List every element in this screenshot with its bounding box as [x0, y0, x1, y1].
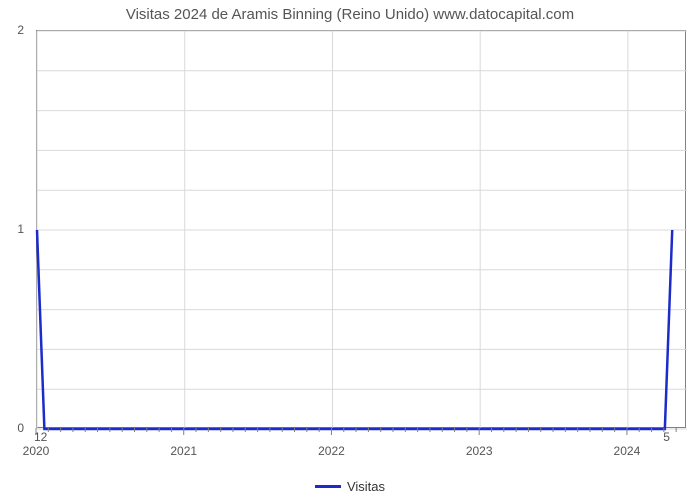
legend-swatch [315, 485, 341, 488]
x-tick-marks [0, 0, 700, 500]
first-data-label: 12 [34, 430, 47, 444]
legend: Visitas [0, 478, 700, 494]
chart-container: Visitas 2024 de Aramis Binning (Reino Un… [0, 0, 700, 500]
legend-label: Visitas [347, 479, 385, 494]
last-data-label: 5 [663, 430, 670, 444]
